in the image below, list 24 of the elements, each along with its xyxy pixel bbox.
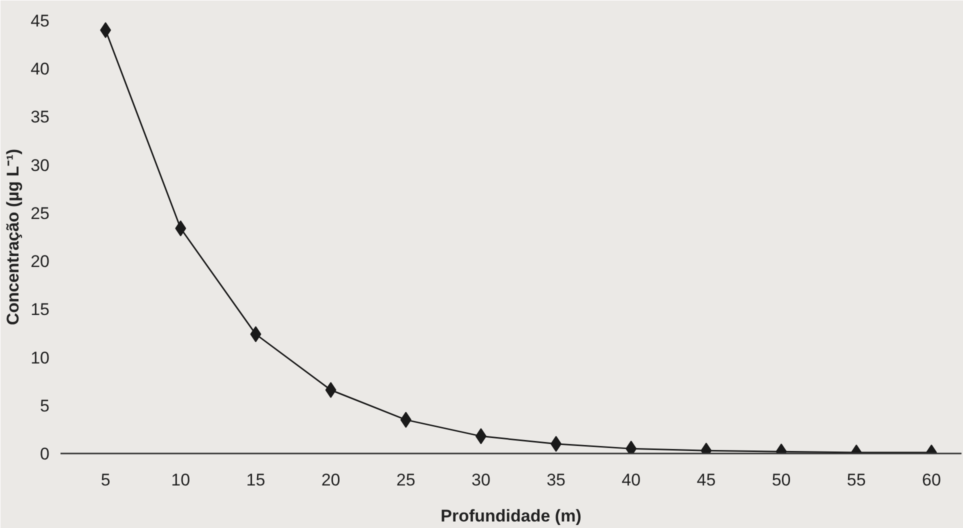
- x-tick-label: 25: [396, 470, 416, 490]
- y-tick-label: 30: [30, 156, 50, 175]
- x-tick-label: 20: [321, 470, 340, 490]
- x-tick-label: 15: [246, 470, 266, 490]
- y-tick-label: 0: [40, 444, 50, 464]
- y-tick-label: 15: [30, 300, 50, 320]
- y-axis-title: Concentração (µg L⁻¹): [4, 148, 23, 326]
- x-tick-label: 45: [696, 470, 716, 490]
- x-tick-label: 55: [846, 470, 866, 490]
- y-tick-label: 25: [30, 204, 50, 223]
- x-tick-label: 60: [922, 470, 941, 490]
- y-tick-label: 5: [40, 396, 50, 416]
- y-tick-label: 45: [30, 12, 50, 30]
- y-tick-label: 35: [30, 108, 50, 127]
- x-tick-label: 35: [546, 470, 566, 490]
- x-tick-label: 5: [100, 470, 110, 490]
- x-tick-label: 10: [171, 470, 190, 490]
- x-tick-label: 50: [772, 470, 791, 490]
- y-tick-label: 10: [30, 348, 50, 368]
- x-axis-title: Profundidade (m): [440, 506, 582, 526]
- x-tick-label: 30: [472, 470, 490, 490]
- y-tick-label: 20: [30, 252, 50, 272]
- y-tick-label: 40: [30, 60, 50, 79]
- x-tick-label: 40: [622, 470, 641, 490]
